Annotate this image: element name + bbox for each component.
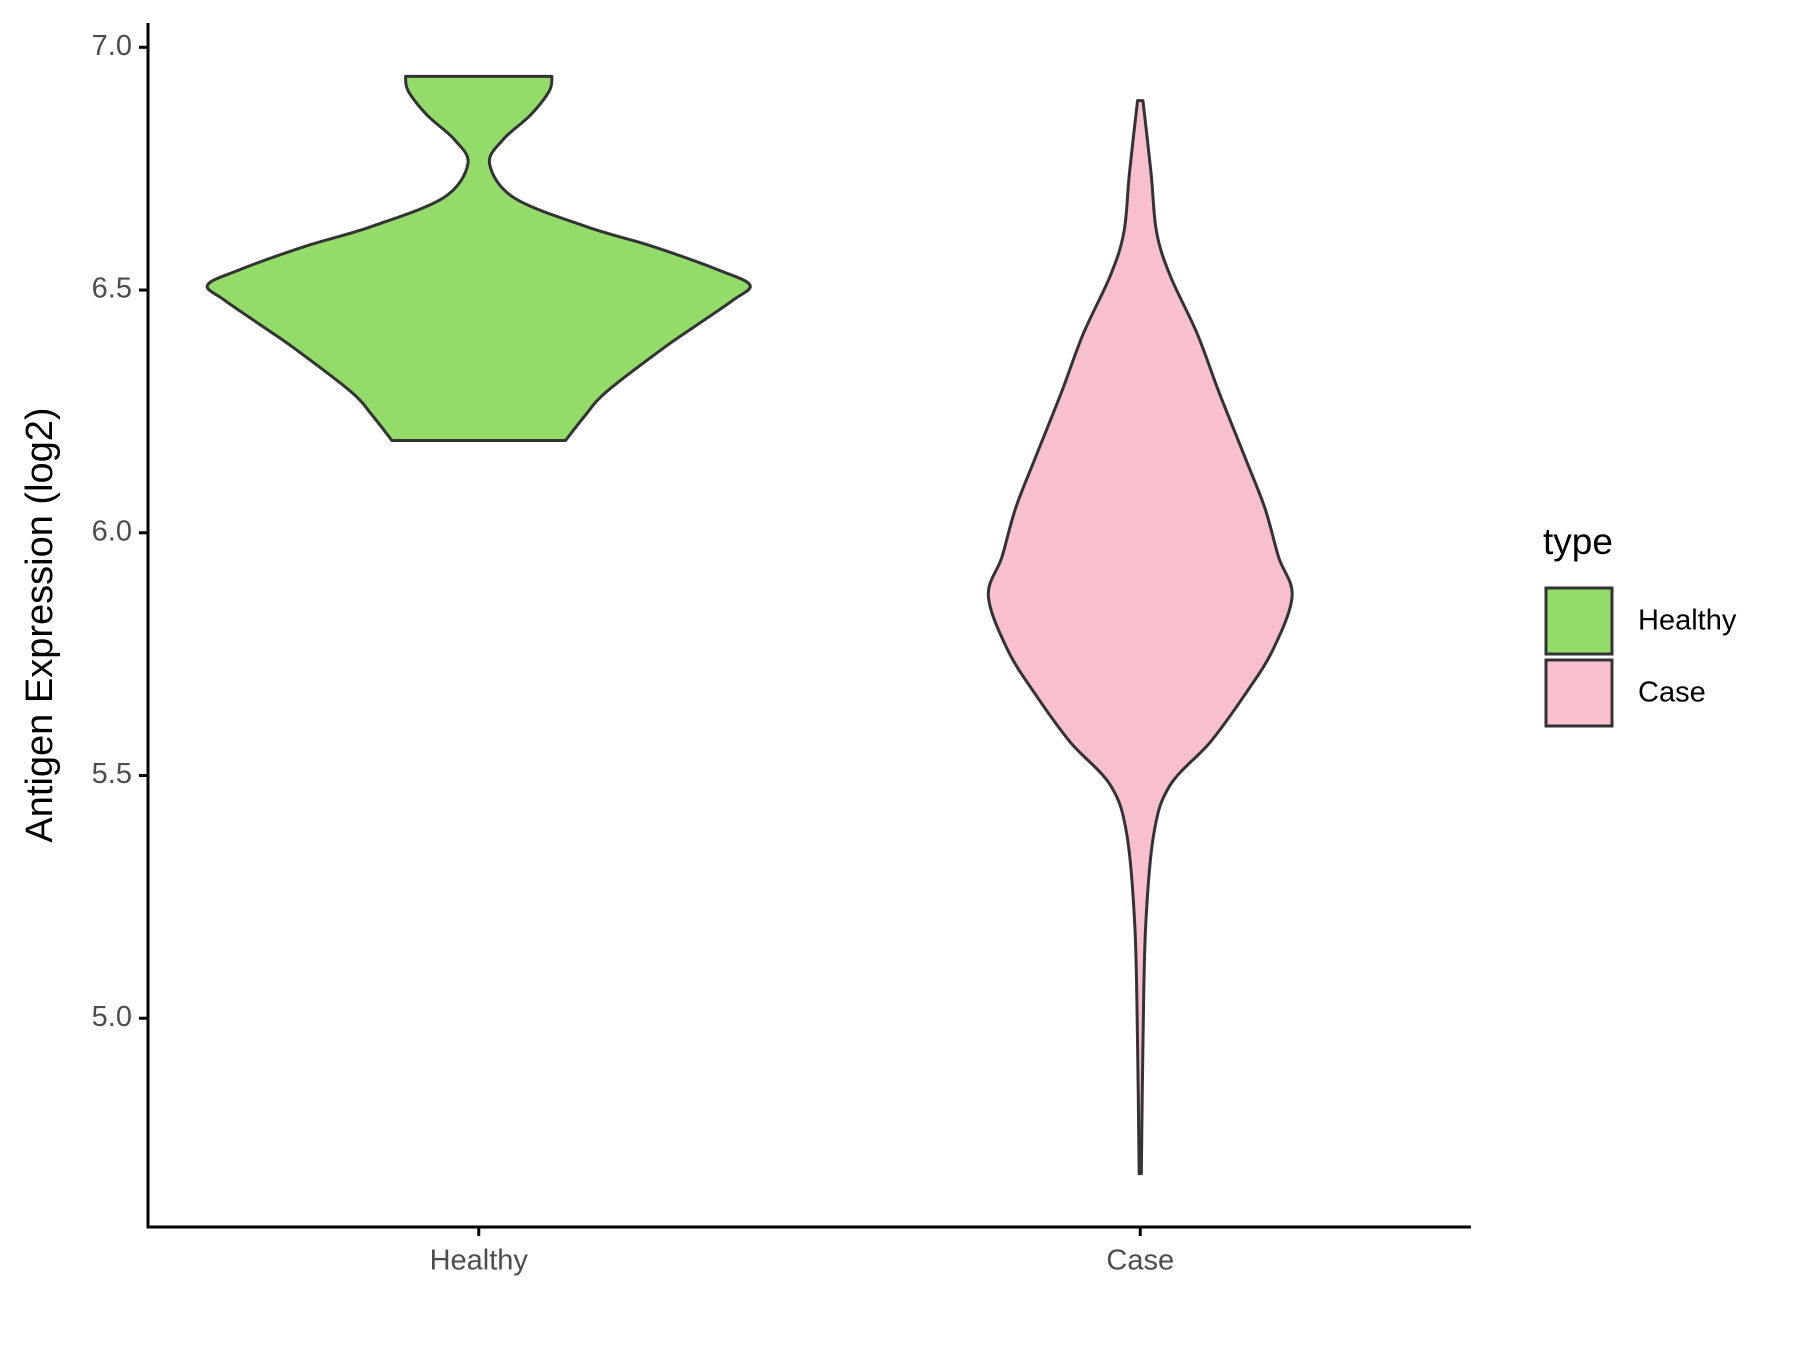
violin — [986, 99, 1294, 1176]
legend-title: type — [1543, 521, 1613, 562]
y-tick-label: 5.5 — [92, 758, 132, 790]
y-axis-title: Antigen Expression (log2) — [19, 407, 61, 842]
y-tick-label: 7.0 — [92, 30, 132, 62]
legend-label: Healthy — [1638, 605, 1737, 637]
violin — [205, 74, 752, 443]
legend-swatch — [1544, 586, 1614, 656]
y-tick-label: 6.0 — [92, 515, 132, 547]
x-tick-label: Case — [1106, 1245, 1174, 1277]
y-tick-label: 6.5 — [92, 273, 132, 305]
y-tick-label: 5.0 — [92, 1001, 132, 1033]
x-tick-label: Healthy — [430, 1245, 529, 1277]
legend-swatch — [1544, 658, 1614, 728]
legend-label: Case — [1638, 677, 1706, 709]
